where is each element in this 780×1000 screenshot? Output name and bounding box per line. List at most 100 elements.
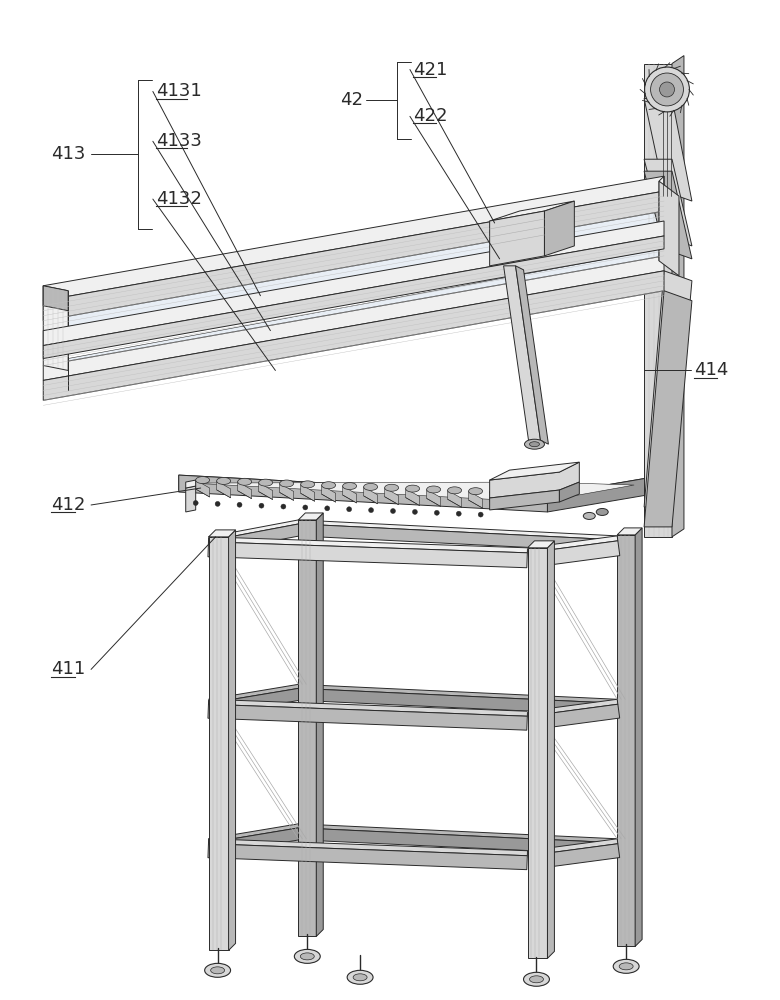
Circle shape bbox=[237, 502, 242, 507]
Circle shape bbox=[391, 509, 395, 514]
Text: 4133: 4133 bbox=[156, 132, 202, 150]
Polygon shape bbox=[644, 64, 672, 537]
Text: 4132: 4132 bbox=[156, 190, 202, 208]
Text: 421: 421 bbox=[413, 61, 447, 79]
Polygon shape bbox=[527, 548, 548, 958]
Ellipse shape bbox=[204, 963, 231, 977]
Polygon shape bbox=[490, 211, 544, 266]
Circle shape bbox=[193, 500, 198, 505]
Polygon shape bbox=[208, 824, 299, 843]
Polygon shape bbox=[559, 482, 580, 502]
Polygon shape bbox=[644, 98, 692, 201]
Ellipse shape bbox=[619, 963, 633, 970]
Polygon shape bbox=[298, 828, 617, 855]
Text: 412: 412 bbox=[51, 496, 86, 514]
Text: 4131: 4131 bbox=[156, 82, 201, 100]
Text: 42: 42 bbox=[340, 91, 363, 109]
Polygon shape bbox=[342, 486, 356, 503]
Ellipse shape bbox=[300, 953, 314, 960]
Polygon shape bbox=[548, 478, 647, 512]
Polygon shape bbox=[490, 462, 580, 498]
Polygon shape bbox=[298, 684, 617, 703]
Polygon shape bbox=[672, 56, 684, 537]
Polygon shape bbox=[196, 480, 210, 497]
Circle shape bbox=[434, 510, 439, 515]
Polygon shape bbox=[548, 541, 555, 958]
Ellipse shape bbox=[469, 488, 483, 495]
Polygon shape bbox=[644, 171, 692, 259]
Polygon shape bbox=[298, 520, 617, 540]
Polygon shape bbox=[321, 485, 335, 502]
Polygon shape bbox=[528, 704, 619, 730]
Polygon shape bbox=[298, 520, 316, 936]
Circle shape bbox=[346, 507, 352, 512]
Circle shape bbox=[303, 505, 308, 510]
Polygon shape bbox=[43, 176, 664, 301]
Polygon shape bbox=[644, 291, 692, 527]
Polygon shape bbox=[208, 542, 527, 568]
Polygon shape bbox=[316, 513, 323, 936]
Ellipse shape bbox=[385, 484, 399, 491]
Circle shape bbox=[413, 509, 417, 514]
Polygon shape bbox=[179, 475, 548, 512]
Ellipse shape bbox=[196, 477, 210, 484]
Ellipse shape bbox=[259, 479, 273, 486]
Polygon shape bbox=[527, 699, 618, 716]
Polygon shape bbox=[208, 839, 527, 856]
Polygon shape bbox=[659, 181, 679, 276]
Polygon shape bbox=[259, 483, 273, 500]
Polygon shape bbox=[528, 541, 620, 568]
Ellipse shape bbox=[300, 481, 314, 488]
Polygon shape bbox=[229, 530, 236, 950]
Ellipse shape bbox=[613, 959, 639, 973]
Polygon shape bbox=[516, 266, 548, 444]
Polygon shape bbox=[527, 541, 555, 548]
Polygon shape bbox=[300, 484, 314, 501]
Polygon shape bbox=[43, 286, 68, 370]
Polygon shape bbox=[43, 191, 664, 321]
Polygon shape bbox=[490, 462, 580, 480]
Polygon shape bbox=[280, 483, 293, 500]
Ellipse shape bbox=[448, 487, 462, 494]
Polygon shape bbox=[43, 286, 68, 311]
Ellipse shape bbox=[490, 489, 504, 496]
Polygon shape bbox=[209, 828, 301, 855]
Ellipse shape bbox=[353, 974, 367, 981]
Ellipse shape bbox=[524, 439, 544, 449]
Polygon shape bbox=[644, 271, 692, 507]
Polygon shape bbox=[68, 249, 661, 378]
Polygon shape bbox=[208, 704, 527, 730]
Polygon shape bbox=[490, 201, 574, 221]
Polygon shape bbox=[43, 221, 664, 346]
Polygon shape bbox=[191, 482, 634, 502]
Polygon shape bbox=[298, 688, 617, 715]
Polygon shape bbox=[385, 488, 399, 505]
Text: 413: 413 bbox=[51, 145, 86, 163]
Ellipse shape bbox=[211, 967, 225, 974]
Ellipse shape bbox=[294, 949, 321, 963]
Polygon shape bbox=[635, 528, 642, 946]
Ellipse shape bbox=[583, 512, 595, 519]
Ellipse shape bbox=[363, 483, 378, 490]
Polygon shape bbox=[43, 236, 664, 359]
Ellipse shape bbox=[523, 972, 549, 986]
Polygon shape bbox=[469, 491, 483, 508]
Polygon shape bbox=[186, 486, 196, 512]
Polygon shape bbox=[617, 535, 635, 946]
Polygon shape bbox=[427, 489, 441, 506]
Polygon shape bbox=[406, 489, 420, 506]
Polygon shape bbox=[209, 688, 301, 715]
Polygon shape bbox=[217, 481, 231, 498]
Ellipse shape bbox=[217, 477, 231, 484]
Circle shape bbox=[369, 508, 374, 513]
Ellipse shape bbox=[342, 483, 356, 490]
Text: 422: 422 bbox=[413, 107, 448, 125]
Circle shape bbox=[456, 511, 461, 516]
Polygon shape bbox=[208, 530, 236, 537]
Polygon shape bbox=[527, 839, 618, 856]
Circle shape bbox=[478, 512, 483, 517]
Ellipse shape bbox=[238, 478, 252, 485]
Polygon shape bbox=[209, 524, 301, 553]
Polygon shape bbox=[504, 266, 541, 440]
Polygon shape bbox=[238, 482, 252, 499]
